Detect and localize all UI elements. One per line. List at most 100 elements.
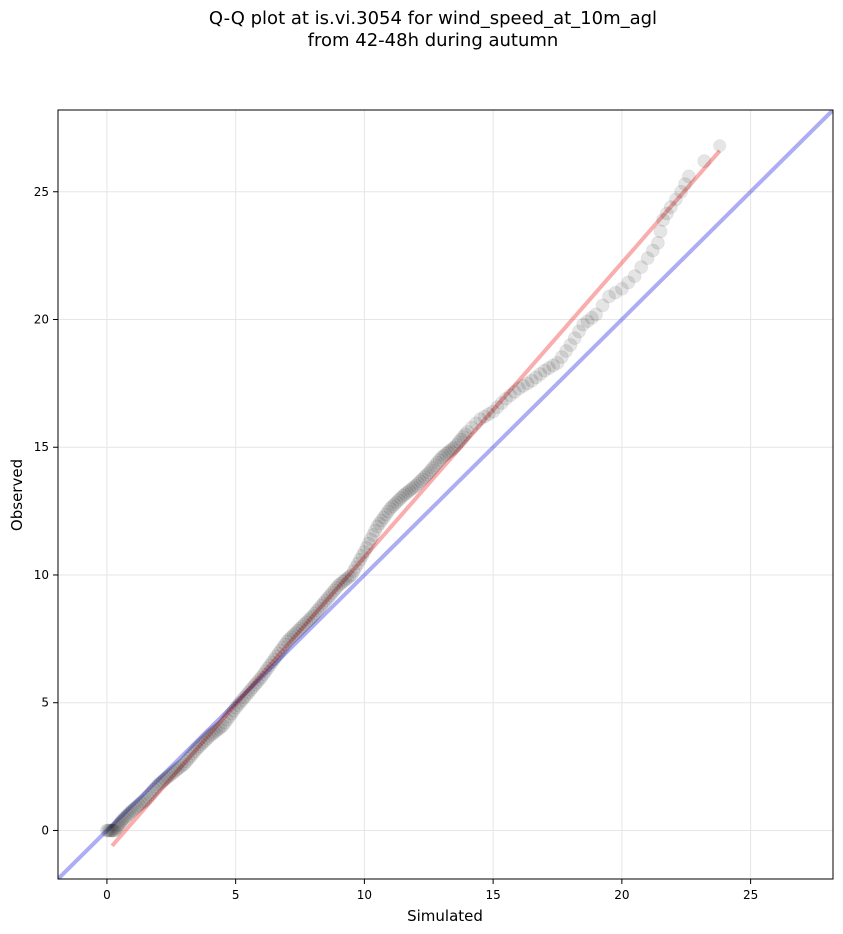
qq-point [697,154,712,169]
qq-point [387,497,402,512]
qq-point [650,235,665,250]
qq-point [567,331,582,346]
qq-point [451,435,466,450]
qq-point [456,430,471,444]
qq-point [449,437,464,452]
qq-point [550,355,565,370]
qq-point [668,192,683,207]
qq-point [323,588,338,603]
qq-point [494,396,509,410]
qq-point [224,706,239,721]
qq-point [222,709,237,724]
qq-point [179,754,194,769]
qq-point [278,637,292,652]
qq-point [267,652,282,667]
qq-point [275,640,290,655]
qq-point [130,799,144,814]
qq-point [103,823,118,838]
qq-point [265,655,280,670]
qq-point [398,487,413,502]
x-tick-label: 25 [743,888,758,902]
qq-point [248,677,262,692]
grid-lines [58,110,833,879]
qq-point [499,391,513,406]
x-tick-label: 15 [485,888,500,902]
qq-point [428,458,443,473]
x-tick-label: 5 [232,888,240,902]
qq-point [381,504,395,519]
qq-point [346,564,361,579]
qq-point [258,664,273,679]
qq-point [366,528,380,542]
qq-point [516,378,531,393]
qq-point [402,483,417,498]
plot-area-background [58,110,833,879]
qq-point [303,611,318,625]
qq-point [417,470,432,484]
qq-point [288,625,303,640]
qq-point [102,823,117,838]
fit-line [110,149,722,848]
qq-point [198,733,213,748]
qq-point [310,603,325,618]
qq-point [589,307,604,322]
qq-point [376,510,391,525]
qq-point [185,746,200,761]
qq-point [230,698,245,713]
qq-point [344,568,359,582]
qq-point [464,420,479,435]
qq-point [503,388,518,403]
qq-point [200,731,215,746]
qq-point [252,672,267,687]
qq-point [447,440,462,455]
qq-point [419,467,434,482]
qq-point [308,606,322,621]
qq-point [209,723,224,738]
qq-point [436,448,451,463]
qq-point [396,488,410,503]
qq-point [316,596,331,611]
qq-point [122,806,137,821]
qq-point [127,801,142,816]
qq-point [164,767,179,782]
qq-point [243,682,258,697]
qq-point [220,712,235,727]
qq-point [155,774,170,789]
qq-point [256,667,271,682]
qq-point [481,407,496,421]
qq-point [157,772,172,787]
qq-point [168,763,183,778]
qq-point [537,363,552,378]
qq-point [359,540,374,555]
qq-point [250,675,265,690]
qq-point [469,416,483,431]
qq-point [190,741,204,756]
chart-subtitle: from 42-48h during autumn [307,30,559,51]
qq-point [507,384,522,399]
qq-point [170,762,185,777]
x-axis-label: Simulated [407,907,483,925]
qq-point [333,576,348,591]
qq-point [284,630,299,645]
qq-point [134,796,149,811]
qq-point [674,184,689,199]
qq-point [181,751,196,766]
qq-point [608,285,623,300]
qq-point [370,519,385,534]
qq-point [477,409,492,424]
qq-point [614,281,629,296]
qq-point [441,445,456,460]
qq-point [486,404,501,419]
qq-point [114,814,129,829]
qq-point [361,536,376,551]
qq-point [136,794,151,809]
qq-point [404,482,419,496]
qq-point [663,200,678,215]
y-axis-label: Observed [8,459,26,531]
y-axis-ticks: 0 5 10 15 20 25 [34,185,58,837]
qq-point [473,412,488,427]
qq-point [351,556,365,571]
qq-point [160,770,174,785]
qq-point [205,727,220,742]
